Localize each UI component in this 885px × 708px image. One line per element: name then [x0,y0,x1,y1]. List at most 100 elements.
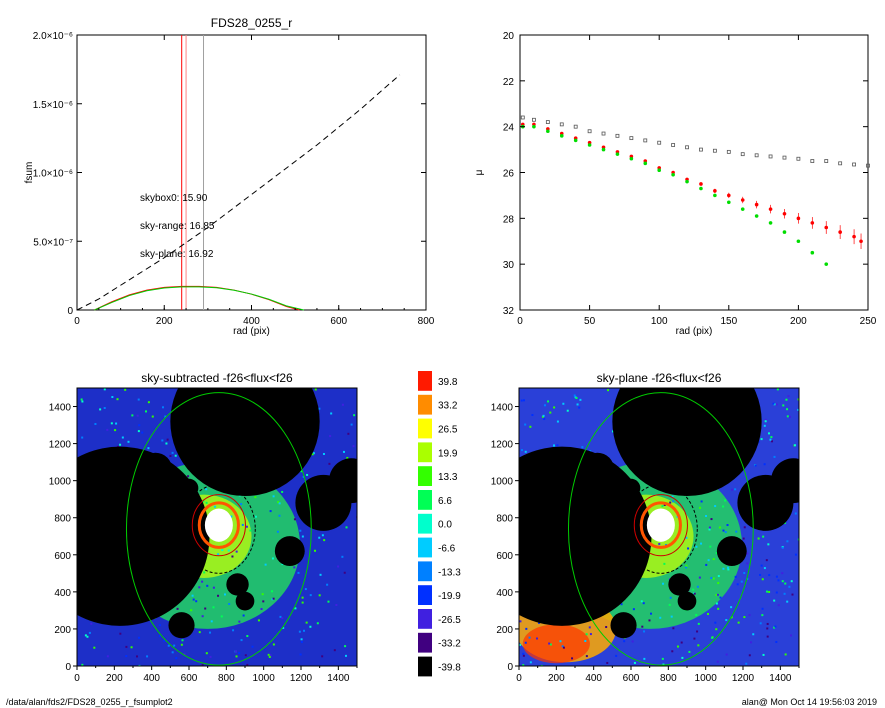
sky-plane-noise [719,596,722,599]
sky-plane-mask-6 [523,462,545,484]
profile-point-2-22 [824,262,829,266]
sky-subtracted-noise [228,602,231,605]
sky-subtracted-noise [321,655,324,658]
sky-subtracted-mask-9 [168,612,195,639]
sky-plane-mask-3 [716,536,747,567]
sky-plane-noise [760,564,763,567]
sky-plane-aperture-black [623,483,698,574]
sky-subtracted-noise [90,622,93,625]
sky-plane-noise [578,406,581,409]
sky-subtracted-noise [240,503,243,506]
sky-subtracted-noise [119,443,122,446]
profile-ylabel: μ [474,169,485,175]
sky-plane-noise [672,627,675,630]
sky-subtracted-noise [272,597,275,600]
fsum-ytick-label-0: 0 [67,306,73,317]
profile-ytick-label-3: 26 [503,169,515,180]
sky-subtracted-xtick-label-12: 1200 [290,673,313,684]
sky-plane-noise [771,440,774,443]
sky-subtracted-noise [309,625,312,628]
profile-xtick-label-1: 50 [584,316,596,327]
sky-plane-noise [650,612,653,615]
profile-frame [519,34,869,311]
sky-subtracted-noise [235,655,238,658]
sky-subtracted-noise [264,563,267,566]
sky-plane-noise [661,505,664,508]
sky-subtracted-noise [141,431,144,434]
sky-plane-noise [548,642,551,645]
sky-plane-noise [522,654,525,657]
fsum-ytick-label-2: 1.0×10⁻⁶ [33,169,73,180]
sky-plane-noise [708,526,711,529]
profile-point-0-17 [754,153,759,158]
sky-plane-noise [734,488,737,491]
colorbar-swatch-8 [418,561,432,582]
sky-subtracted-noise [114,429,117,432]
sky-plane-noise [718,526,721,529]
sky-plane-noise [519,643,522,646]
sky-subtracted-title: sky-subtracted -f26<flux<f26 [141,371,293,385]
profile-point-2-18 [768,221,773,225]
profile-point-2-7 [615,152,620,156]
sky-plane-noise [764,420,767,423]
colorbar-label-7: -6.6 [438,544,456,555]
sky-plane-noise [754,464,757,467]
sky-subtracted-noise [337,565,340,568]
sky-subtracted-noise [269,510,272,513]
sky-subtracted-noise [347,432,350,435]
profile-point-2-20 [796,239,801,244]
fsum-xtick-label-0: 0 [74,316,80,327]
sky-plane-noise [693,592,696,595]
sky-subtracted-noise [232,629,235,632]
sky-plane-noise [715,552,718,555]
sky-subtracted-noise [304,588,307,591]
sky-plane-red-corner [522,624,590,664]
sky-plane-noise [782,404,785,407]
sky-plane-noise [784,653,787,656]
sky-plane-noise [671,495,674,498]
sky-subtracted-noise [175,657,178,660]
profile-point-0-1 [532,117,536,122]
sky-subtracted-xtick-label-0: 0 [74,673,80,684]
profile-xtick-label-5: 250 [860,316,877,327]
sky-subtracted-noise [318,594,321,597]
fsum-title: FDS28_0255_r [211,16,292,30]
sky-subtracted-noise [282,627,285,630]
sky-plane-noise [561,645,564,648]
profile-ytick-label-2: 24 [503,123,515,134]
sky-plane-noise [748,614,751,617]
profile-point-2-21 [810,250,815,255]
sky-plane-noise [640,600,643,603]
fsum-xtick-label-1: 200 [156,316,173,327]
fsum-panel: FDS28_0255_r 0 200 400 600 800 0 5.0×10⁻⁷ 1.0×10… [24,16,435,337]
sky-subtracted-noise [147,447,150,450]
profile-point-0-25 [866,163,870,168]
sky-subtracted-ytick-label-6: 1200 [49,440,72,451]
sky-plane-noise [589,450,592,453]
sky-subtracted-noise [191,594,194,597]
sky-plane-noise [794,512,797,515]
sky-subtracted-noise [345,526,348,529]
sky-subtracted-noise [272,495,275,498]
sky-subtracted-mask-7 [138,452,173,487]
profile-point-1-19 [782,211,787,216]
footer-stamp: alan@ Mon Oct 14 19:56:03 2019 [741,697,877,707]
sky-plane-noise [725,653,728,656]
profile-ytick-label-4: 28 [503,214,515,225]
sky-plane-noise [759,573,762,576]
sky-plane-noise [549,643,552,646]
sky-subtracted-noise [269,654,272,657]
sky-plane-noise [715,593,718,596]
sky-subtracted-noise [88,631,91,634]
sky-plane-noise [698,576,701,579]
sky-plane-noise [605,626,608,629]
sky-subtracted-noise [311,453,314,456]
sky-subtracted-noise [341,555,344,558]
profile-point-2-16 [740,207,745,211]
sky-plane-noise [531,413,534,416]
sky-plane-noise [540,664,543,666]
fsum-ytick-label-3: 1.5×10⁻⁶ [33,100,73,111]
sky-plane-noise [743,526,746,529]
sky-subtracted-noise [131,414,134,417]
sky-subtracted-noise [235,550,238,553]
